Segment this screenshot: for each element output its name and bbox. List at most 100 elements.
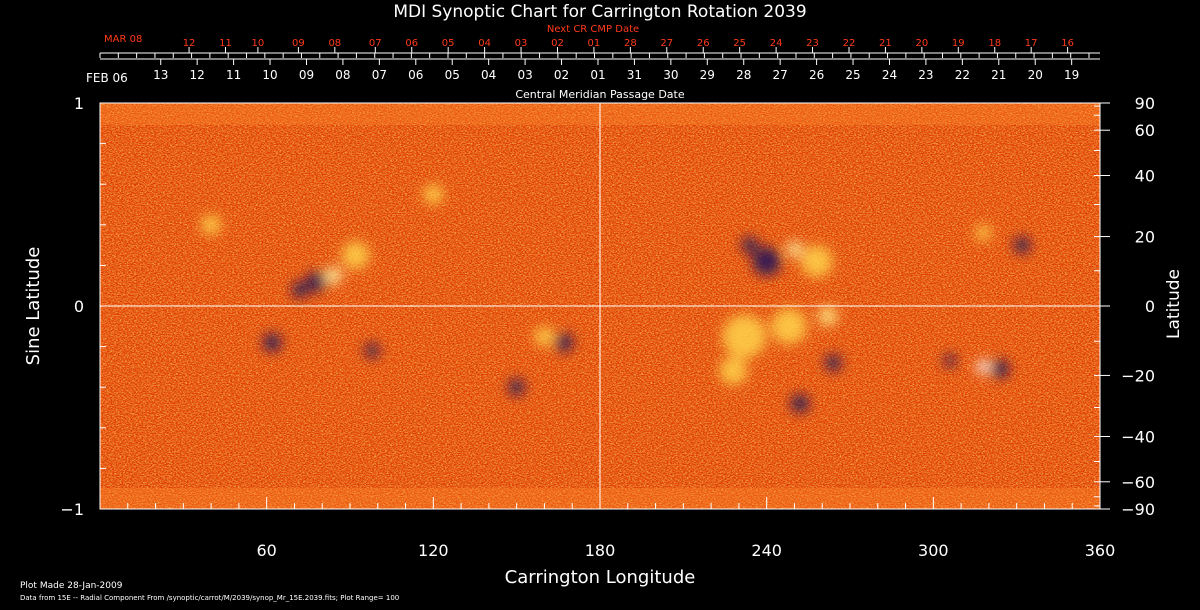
cmp-tick-label: 30 xyxy=(663,68,678,82)
cmp-tick-label: 12 xyxy=(190,68,205,82)
data-source-note: Data from 15E -- Radial Component From /… xyxy=(20,594,399,602)
active-region xyxy=(800,245,833,278)
active-region xyxy=(341,241,370,270)
cmp-tick-label: 11 xyxy=(226,68,241,82)
next-cr-tick-label: 03 xyxy=(515,38,528,49)
cmp-tick-label: 05 xyxy=(445,68,460,82)
next-cr-tick-label: 08 xyxy=(328,38,341,49)
cmp-tick-label: 09 xyxy=(299,68,314,82)
y-right-tick-label: −60 xyxy=(1121,473,1155,492)
next-cr-tick-label: 04 xyxy=(478,38,491,49)
next-cr-tick-label: 21 xyxy=(879,38,892,49)
x-axis-label: Carrington Longitude xyxy=(505,567,696,588)
cmp-tick-label: 07 xyxy=(372,68,387,82)
x-tick-label: 300 xyxy=(918,541,949,560)
cmp-tick-label: 02 xyxy=(554,68,569,82)
next-cr-ticks: 12 11 10 09 08 07 06 05 04 03 02 01 28 27 26 25 24 23 22 21… xyxy=(99,38,1090,58)
mar-start-label: MAR 08 xyxy=(104,34,142,45)
next-cr-tick-label: 05 xyxy=(442,38,455,49)
next-cr-tick-label: 25 xyxy=(733,38,746,49)
cmp-tick-label: 22 xyxy=(955,68,970,82)
active-region xyxy=(292,281,308,298)
next-cr-tick-label: 18 xyxy=(988,38,1001,49)
next-cr-tick-label: 06 xyxy=(405,38,418,49)
active-region xyxy=(752,247,781,276)
y-left-tick-label: 1 xyxy=(74,94,84,113)
cmp-tick-label: 25 xyxy=(845,68,860,82)
active-region xyxy=(719,356,748,385)
next-cr-tick-label: 16 xyxy=(1061,38,1074,49)
active-region xyxy=(825,354,842,371)
x-tick-label: 60 xyxy=(256,541,276,560)
active-region xyxy=(201,214,222,235)
y-left-tick-label: 0 xyxy=(74,297,84,316)
cmp-tick-label: 24 xyxy=(882,68,897,82)
cmp-tick-label: 20 xyxy=(1028,68,1043,82)
y-axis-right-label: Latitude xyxy=(1164,269,1184,339)
active-region xyxy=(944,354,956,367)
cmp-date-axis: FEB 06 Central Meridian Passage Date xyxy=(86,58,1100,101)
cmp-ticks: 13 12 11 10 09 08 07 06 05 04 03 02 01 31 30 29 28 27 26 25… xyxy=(153,59,1079,82)
active-region xyxy=(263,333,282,352)
active-region xyxy=(786,241,803,258)
active-region xyxy=(306,271,327,292)
active-region xyxy=(423,184,444,205)
cmp-tick-label: 21 xyxy=(991,68,1006,82)
active-region xyxy=(1014,237,1031,254)
next-cr-tick-label: 24 xyxy=(770,38,783,49)
next-cr-tick-label: 17 xyxy=(1025,38,1038,49)
next-cr-tick-label: 20 xyxy=(915,38,928,49)
active-region xyxy=(534,326,555,347)
cmp-tick-label: 31 xyxy=(627,68,642,82)
cmp-tick-label: 01 xyxy=(590,68,605,82)
active-region xyxy=(770,308,807,345)
cmp-tick-label: 06 xyxy=(408,68,423,82)
cmp-tick-label: 13 xyxy=(153,68,168,82)
active-region xyxy=(742,237,758,254)
next-cr-tick-label: 11 xyxy=(219,38,232,49)
next-cr-tick-label: 28 xyxy=(624,38,637,49)
cmp-tick-label: 27 xyxy=(773,68,788,82)
y-right-tick-label: 0 xyxy=(1145,297,1155,316)
cmp-tick-label: 23 xyxy=(918,68,933,82)
y-right-tick-label: −40 xyxy=(1121,427,1155,446)
y-right-tick-label: −20 xyxy=(1121,366,1155,385)
next-cr-tick-label: 22 xyxy=(843,38,856,49)
cmp-tick-label: 10 xyxy=(262,68,277,82)
active-region xyxy=(791,394,809,413)
cmp-tick-label: 28 xyxy=(736,68,751,82)
y-axis-left: 1 0 −1 xyxy=(60,94,112,519)
y-axis-right: 90 60 40 20 0 −20 −40 −60 −90 xyxy=(1094,94,1155,519)
active-region xyxy=(508,379,525,396)
cmp-tick-label: 29 xyxy=(700,68,715,82)
next-cr-tick-label: 02 xyxy=(551,38,564,49)
y-right-tick-label: −90 xyxy=(1121,500,1155,519)
x-tick-label: 240 xyxy=(751,541,782,560)
active-region xyxy=(722,314,767,359)
next-cr-tick-label: 07 xyxy=(369,38,382,49)
cmp-tick-label: 03 xyxy=(517,68,532,82)
cmp-tick-label: 26 xyxy=(809,68,824,82)
active-region xyxy=(365,343,380,358)
next-cr-tick-label: 27 xyxy=(660,38,673,49)
y-left-tick-label: −1 xyxy=(60,500,84,519)
plot-made-note: Plot Made 28-Jan-2009 xyxy=(20,581,123,591)
active-region xyxy=(976,359,991,374)
x-axis: 60 120 180 240 300 360 xyxy=(127,497,1116,560)
x-tick-label: 180 xyxy=(585,541,616,560)
next-cr-tick-label: 12 xyxy=(183,38,196,49)
y-axis-left-label: Sine Latitude xyxy=(23,247,44,366)
next-cr-cmp-axis: Next CR CMP Date MAR 08 xyxy=(100,24,1100,54)
y-right-tick-label: 20 xyxy=(1135,228,1155,247)
x-tick-label: 360 xyxy=(1085,541,1116,560)
chart-title: MDI Synoptic Chart for Carrington Rotati… xyxy=(393,2,806,22)
cmp-tick-label: 19 xyxy=(1064,68,1079,82)
next-cr-tick-label: 26 xyxy=(697,38,710,49)
active-region xyxy=(554,333,573,352)
y-right-tick-label: 90 xyxy=(1135,94,1155,113)
next-cr-cmp-label: Next CR CMP Date xyxy=(547,24,639,35)
y-right-tick-label: 60 xyxy=(1135,121,1155,140)
cmp-date-label: Central Meridian Passage Date xyxy=(515,88,684,101)
cmp-tick-label: 08 xyxy=(335,68,350,82)
